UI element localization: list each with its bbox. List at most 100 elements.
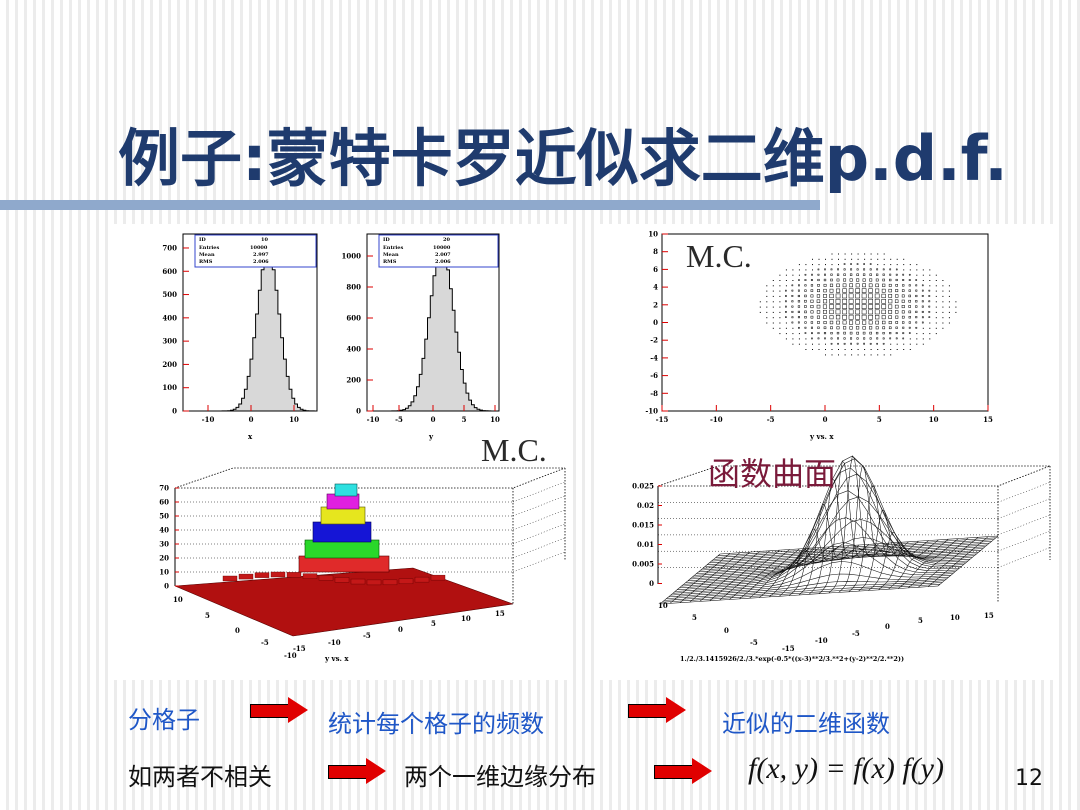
scatter-cell [785,274,787,276]
scatter-cell [766,290,768,292]
scatter-cell [922,338,924,340]
scatter-cell [779,322,781,324]
scatter-cell [816,299,821,303]
scatter-cell [797,294,800,298]
svg-text:-5: -5 [363,631,371,640]
scatter-cell [864,354,866,356]
scatter-cell [916,269,918,271]
scatter-cell [812,349,813,350]
stat-value: 10000 [433,245,451,251]
scatter-cell [779,327,781,329]
scatter-cell [902,279,905,281]
scatter-cell [882,320,886,325]
scatter-cell [810,315,814,319]
scatter-cell [829,309,834,315]
scatter-label: M.C. [686,238,752,275]
scatter-cell [870,258,872,260]
scatter-cell [890,354,892,356]
scatter-cell [785,289,787,292]
y-tick-label: 300 [162,337,177,346]
scatter-cell [804,305,807,308]
scatter-cell [804,294,807,298]
scatter-cell [810,284,814,287]
scatter-cell [785,338,787,340]
scatter-cell [888,288,892,293]
scatter-cell [836,326,840,330]
scatter-cell [876,273,879,276]
scatter-cell [779,317,781,319]
scatter-cell [870,349,872,350]
scatter-cell [935,317,937,319]
scatter-cell [835,298,841,304]
y-tick-label: 0 [356,407,361,416]
scatter-cell [817,332,820,335]
scatter-cell [817,268,820,271]
lego-layer-yellow [320,506,366,525]
scatter-cell [861,293,867,299]
scatter-cell [836,278,840,282]
scatter-cell [863,342,865,345]
scatter-cell [856,273,859,276]
scatter-cell [863,337,866,340]
histogram-x-bars [183,250,317,412]
scatter-cell [895,284,898,287]
scatter-cell [836,320,840,325]
histogram-x: ID 10 Entries 10000 Mean 2.997 RMS 2.006… [162,233,318,441]
scatter-cell [921,300,924,303]
lego-block [318,575,334,581]
y-tick-label: 1000 [342,252,362,261]
scatter-cell [791,321,794,324]
y-tick-label: -10 [645,407,658,416]
scatter-cell [766,301,768,303]
scatter-cell [831,349,833,350]
scatter-cell [844,349,846,350]
scatter-cell [882,326,886,330]
x-tick-label: 0 [823,415,828,424]
scatter-cell [861,298,867,304]
y-tick-label: 0 [172,407,177,416]
svg-text:15: 15 [495,609,505,618]
scatter-cell [908,321,911,324]
scatter-cell [908,305,911,308]
x-tick-label: 5 [877,415,882,424]
lego-layer-cyan [334,483,358,497]
scatter-cell [810,294,814,298]
scatter-cell [889,268,892,271]
scatter-cell [915,326,918,329]
scatter-cell [883,258,885,260]
scatter-cell [916,343,918,345]
scatter-cell [816,315,820,319]
surface-mesh-line [898,538,959,589]
scatter-cell [935,333,937,335]
scatter-cell [779,306,781,308]
scatter-cell [902,284,905,287]
scatter-cell [890,349,892,350]
scatter-cell [838,264,839,266]
lego-layer-blue [312,521,372,543]
scatter-cell [836,283,840,288]
scatter-cell [797,321,800,324]
scatter-cell [922,327,924,329]
scatter-cell [772,285,774,287]
scatter-cell [921,305,924,308]
scatter-cell [829,299,834,304]
y-tick-label: 0 [653,318,658,327]
z-tick-label: 50 [159,512,169,521]
histogram-y-statbox [378,234,499,268]
scatter-cell [792,338,794,340]
scatter-cell [838,258,839,260]
scatter-cell [896,258,898,260]
scatter-cell [921,310,924,313]
x-tick-label: -10 [710,415,723,424]
scatter-cell [792,280,794,281]
scatter-cell [804,279,807,281]
lego-block [414,576,430,583]
scatter-cell [903,269,905,271]
scatter-cell [883,264,885,266]
y-tick-label: 800 [346,283,361,292]
scatter-cell [882,273,885,276]
scatter-cell [823,294,827,298]
x-tick-label: -10 [202,415,215,424]
x-tick-label: 15 [983,415,993,424]
scatter-cell [805,338,807,340]
